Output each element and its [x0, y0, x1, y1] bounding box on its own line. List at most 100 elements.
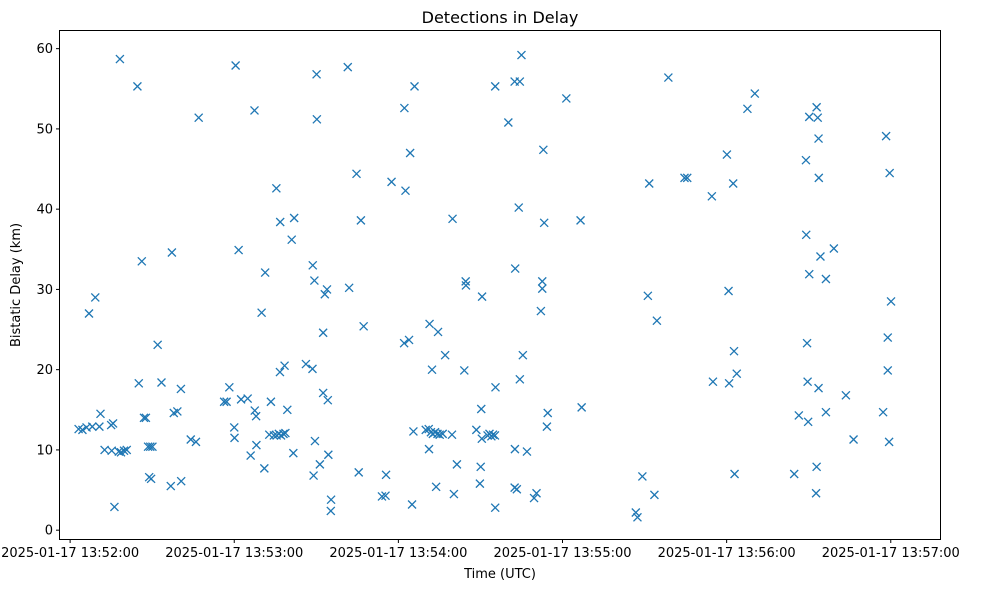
x-tick-label: 2025-01-17 13:53:00 — [165, 546, 303, 561]
data-point — [561, 93, 571, 103]
data-point — [512, 484, 522, 494]
data-point — [631, 508, 641, 517]
data-point — [424, 444, 434, 454]
data-point — [84, 309, 94, 318]
data-point — [109, 502, 119, 512]
data-point — [269, 431, 279, 440]
data-point — [448, 214, 457, 224]
data-point — [401, 186, 410, 196]
data-point — [707, 191, 717, 201]
data-point — [883, 366, 893, 375]
data-point — [881, 131, 891, 141]
data-point — [461, 276, 471, 286]
data-point — [381, 491, 390, 501]
data-point — [637, 471, 647, 481]
data-point — [539, 218, 549, 228]
data-point — [259, 463, 269, 473]
y-tick-label: 0 — [45, 524, 53, 539]
data-point — [841, 390, 851, 400]
data-point — [176, 384, 186, 394]
y-axis-label: Bistatic Delay (km) — [9, 223, 24, 347]
data-point — [147, 442, 157, 452]
data-point — [536, 306, 546, 316]
data-point — [449, 489, 459, 499]
data-point — [399, 338, 409, 348]
data-point — [543, 408, 553, 418]
data-point — [251, 411, 261, 421]
data-point — [821, 274, 831, 284]
data-point — [377, 492, 387, 501]
data-point — [139, 413, 149, 423]
data-point — [728, 179, 738, 188]
data-point — [438, 429, 448, 439]
data-point — [804, 112, 814, 122]
plot-area-frame — [59, 30, 941, 540]
data-point — [682, 173, 692, 183]
chart-title: Detections in Delay — [422, 8, 579, 27]
data-point — [318, 328, 328, 338]
data-point — [282, 405, 292, 415]
data-point — [447, 430, 457, 440]
data-point — [145, 442, 155, 452]
data-point — [301, 359, 311, 369]
data-point — [222, 397, 232, 407]
y-tick-label: 20 — [36, 363, 53, 378]
data-point — [318, 388, 328, 398]
data-point — [812, 462, 822, 472]
data-point — [518, 350, 528, 360]
data-point — [134, 378, 144, 388]
data-point — [729, 346, 739, 356]
data-point — [821, 407, 831, 417]
data-point — [732, 369, 742, 379]
data-point — [167, 248, 177, 257]
data-point — [461, 280, 471, 290]
data-point — [405, 148, 415, 158]
data-point — [279, 429, 288, 439]
data-point — [476, 462, 486, 472]
y-tick-label: 50 — [36, 122, 53, 137]
data-point — [404, 335, 414, 345]
data-point — [510, 444, 520, 454]
y-axis: 0 10 20 30 40 50 60 — [36, 42, 60, 539]
data-point — [475, 479, 485, 489]
data-point — [90, 292, 100, 302]
x-tick-label: 2025-01-17 13:52:00 — [1, 546, 139, 561]
data-point — [289, 213, 299, 223]
y-tick-label: 60 — [36, 42, 53, 57]
data-point — [77, 425, 87, 435]
data-point — [425, 319, 435, 329]
data-point — [829, 244, 839, 253]
data-point — [814, 173, 824, 183]
data-point — [680, 173, 689, 183]
data-point — [801, 230, 811, 240]
data-point — [885, 168, 895, 178]
x-tick-label: 2025-01-17 13:54:00 — [329, 546, 467, 561]
data-point — [490, 431, 500, 440]
data-point — [250, 406, 260, 416]
y-tick-label: 40 — [36, 203, 53, 218]
data-point — [724, 286, 734, 296]
data-point — [322, 284, 332, 294]
y-tick-label: 30 — [36, 283, 53, 298]
data-point — [724, 378, 734, 388]
data-point — [107, 446, 117, 456]
data-point — [649, 490, 659, 500]
data-point — [310, 436, 320, 446]
data-point — [884, 437, 894, 447]
data-point — [243, 394, 253, 404]
data-point — [814, 383, 824, 393]
data-point — [440, 350, 450, 360]
data-point — [230, 433, 239, 443]
data-point — [106, 420, 116, 430]
x-tick-label: 2025-01-17 13:55:00 — [493, 546, 631, 561]
data-point — [537, 284, 547, 294]
x-axis: 2025-01-17 13:52:00 2025-01-17 13:53:00 20… — [1, 539, 960, 561]
data-point — [488, 430, 498, 440]
data-point — [356, 215, 366, 225]
data-point — [503, 118, 513, 127]
data-point — [794, 410, 804, 420]
data-point — [266, 397, 276, 407]
data-point — [137, 256, 147, 266]
data-point — [312, 69, 322, 79]
data-point — [141, 413, 151, 423]
